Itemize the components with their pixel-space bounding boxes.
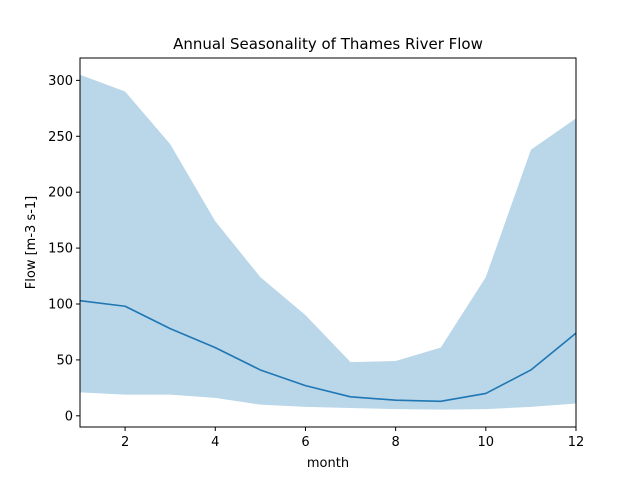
y-axis-label: Flow [m-3 s-1] [24, 196, 39, 289]
plot-frame [79, 57, 577, 428]
y-tick-label: 50 [56, 353, 73, 368]
y-tick-label: 0 [65, 409, 73, 424]
x-tick-label: 12 [568, 435, 585, 450]
x-tick-label: 4 [211, 435, 219, 450]
range-band [80, 74, 576, 410]
x-tick-label: 8 [391, 435, 399, 450]
y-tick-label: 150 [48, 242, 73, 257]
y-tick-label: 250 [48, 130, 73, 145]
series-line [79, 299, 577, 403]
y-axis-ticks: 0 50 100 150 200 250 300 [48, 74, 80, 424]
x-tick-label: 6 [301, 435, 309, 450]
x-axis-label: month [307, 456, 349, 471]
x-axis-ticks: 2 4 6 8 10 12 [121, 427, 584, 450]
band-layer [80, 74, 576, 410]
x-tick-label: 10 [478, 435, 495, 450]
chart-title: Annual Seasonality of Thames River Flow [173, 35, 483, 53]
y-tick-label: 200 [48, 186, 73, 201]
x-tick-label: 2 [121, 435, 129, 450]
y-tick-label: 300 [48, 74, 73, 89]
line-layer [79, 299, 577, 403]
y-tick-label: 100 [48, 298, 73, 313]
